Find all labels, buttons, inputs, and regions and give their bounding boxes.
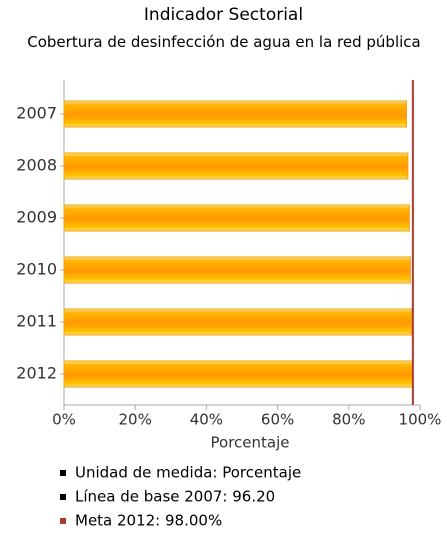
y-tick-label: 2007 [16, 104, 57, 123]
legend-bullet [60, 494, 66, 500]
bar [63, 152, 409, 180]
x-tick-label: 60% [261, 411, 294, 429]
y-tick-label: 2010 [16, 260, 57, 279]
bar [63, 308, 412, 336]
y-tick-label: 2009 [16, 208, 57, 227]
x-tick-label: 100% [399, 411, 442, 429]
legend-bullet [60, 518, 66, 524]
x-tick-label: 0% [52, 411, 76, 429]
legend-text: Línea de base 2007: 96.20 [75, 488, 275, 506]
bar [63, 100, 407, 128]
y-tick-label: 2011 [16, 312, 57, 331]
x-tick-label: 40% [190, 411, 223, 429]
bar [63, 256, 411, 284]
bar [63, 204, 410, 232]
x-axis-label: Porcentaje [211, 434, 290, 452]
bar [63, 360, 414, 388]
legend-text: Meta 2012: 98.00% [75, 512, 222, 530]
y-tick-label: 2008 [16, 156, 57, 175]
x-tick-label: 80% [332, 411, 365, 429]
chart-subtitle: Cobertura de desinfección de agua en la … [27, 33, 421, 51]
legend-text: Unidad de medida: Porcentaje [75, 464, 301, 482]
legend-bullet [60, 470, 66, 476]
y-tick-label: 2012 [16, 364, 57, 383]
chart-title: Indicador Sectorial [143, 5, 304, 25]
x-tick-label: 20% [119, 411, 152, 429]
